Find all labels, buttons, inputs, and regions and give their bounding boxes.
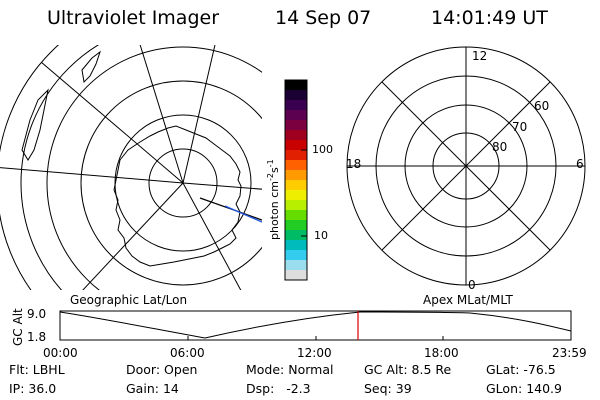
- status-glon: GLon: 140.9: [486, 381, 562, 396]
- status-label: Mode:: [246, 362, 285, 377]
- status-value: Open: [164, 362, 198, 377]
- status-label: Seq:: [364, 381, 392, 396]
- orbit-y-tick-min: 1.8: [27, 330, 47, 344]
- colorbar-cell: [285, 220, 307, 231]
- colorbar-tick-label: 10: [314, 229, 328, 242]
- colorbar-cell: [285, 180, 307, 191]
- colorbar-cell: [285, 120, 307, 131]
- status-dsp: Dsp: -2.3: [246, 381, 311, 396]
- status-value: LBHL: [32, 362, 65, 377]
- latitude-circles: [0, 45, 262, 290]
- status-label: Flt:: [9, 362, 29, 377]
- orbit-x-tick-label: 12:00: [297, 346, 332, 360]
- antarctica-coastline: [113, 125, 242, 267]
- status-value: 140.9: [526, 381, 562, 396]
- status-label: Gain:: [126, 381, 159, 396]
- colorbar-cell: [285, 140, 307, 151]
- colorbar-cell: [285, 250, 307, 261]
- status-value: 39: [395, 381, 412, 396]
- status-ip: IP: 36.0: [9, 381, 57, 396]
- colorbar-cell: [285, 210, 307, 221]
- orbit-altitude-curve: [59, 311, 572, 339]
- status-gain: Gain: 14: [126, 381, 179, 396]
- colorbar-cell: [285, 130, 307, 141]
- status-label: GLon:: [486, 381, 523, 396]
- geographic-map: [0, 45, 262, 290]
- status-value: -2.3: [286, 381, 311, 396]
- status-value: -76.5: [523, 362, 556, 377]
- colorbar-cell: [285, 150, 307, 161]
- colorbar-cell: [285, 190, 307, 201]
- status-label: GLat:: [486, 362, 520, 377]
- colorbar: [285, 80, 307, 281]
- colorbar-tick-label: 100: [312, 143, 333, 156]
- longitude-lines: [0, 45, 262, 290]
- status-label: Door:: [126, 362, 161, 377]
- mlt-label-12: 12: [472, 49, 487, 63]
- colorbar-cell: [285, 270, 307, 281]
- orbit-x-ticks: [187, 336, 444, 340]
- colorbar-cell: [285, 230, 307, 241]
- mlt-label-0: 0: [468, 278, 476, 292]
- orbit-x-tick-label: 23:59: [552, 346, 587, 360]
- time-label: 14:01:49 UT: [431, 7, 548, 29]
- mlt-label-6: 6: [576, 157, 584, 171]
- status-value: 36.0: [28, 381, 57, 396]
- instrument-title: Ultraviolet Imager: [47, 7, 220, 29]
- scan-line: [224, 205, 263, 223]
- orbit-x-tick-label: 06:00: [170, 346, 205, 360]
- date-label: 14 Sep 07: [275, 7, 372, 29]
- mlat-label-80: 80: [492, 140, 507, 154]
- colorbar-cell: [285, 80, 307, 91]
- status-gc-alt: GC Alt: 8.5 Re: [364, 362, 452, 377]
- colorbar-frame: [284, 79, 308, 281]
- mlt-label-18: 18: [346, 157, 361, 171]
- landmass-west: [21, 88, 49, 161]
- colorbar-cell: [285, 240, 307, 251]
- colorbar-cell: [285, 200, 307, 211]
- colorbar-cell: [285, 100, 307, 111]
- mlt-panel-label: Apex MLat/MLT: [423, 293, 513, 307]
- status-value: 8.5 Re: [411, 362, 452, 377]
- status-label: IP:: [9, 381, 25, 396]
- mlat-label-60: 60: [534, 99, 549, 113]
- status-label: GC Alt:: [364, 362, 408, 377]
- mlat-label-70: 70: [512, 120, 527, 134]
- status-seq: Seq: 39: [364, 381, 412, 396]
- status-mode: Mode: Normal: [246, 362, 334, 377]
- status-value: 14: [162, 381, 179, 396]
- orbit-x-tick-label: 00:00: [43, 346, 78, 360]
- status-filter: Flt: LBHL: [9, 362, 65, 377]
- orbit-axis-label: GC Alt: [11, 308, 25, 346]
- colorbar-unit-label: photon cm-2s-1: [266, 159, 281, 240]
- geographic-panel-label: Geographic Lat/Lon: [70, 293, 188, 307]
- colorbar-cell: [285, 160, 307, 171]
- colorbar-cell: [285, 170, 307, 181]
- orbit-y-tick-max: 9.0: [27, 307, 47, 321]
- landmass-northwest: [81, 50, 101, 84]
- orbit-x-tick-label: 18:00: [424, 346, 459, 360]
- colorbar-cell: [285, 90, 307, 101]
- mlt-polar-plot: [346, 46, 586, 286]
- status-glat: GLat: -76.5: [486, 362, 556, 377]
- colorbar-cell: [285, 110, 307, 121]
- status-label: Dsp:: [246, 381, 275, 396]
- status-value: Normal: [288, 362, 334, 377]
- status-door: Door: Open: [126, 362, 198, 377]
- colorbar-cell: [285, 260, 307, 271]
